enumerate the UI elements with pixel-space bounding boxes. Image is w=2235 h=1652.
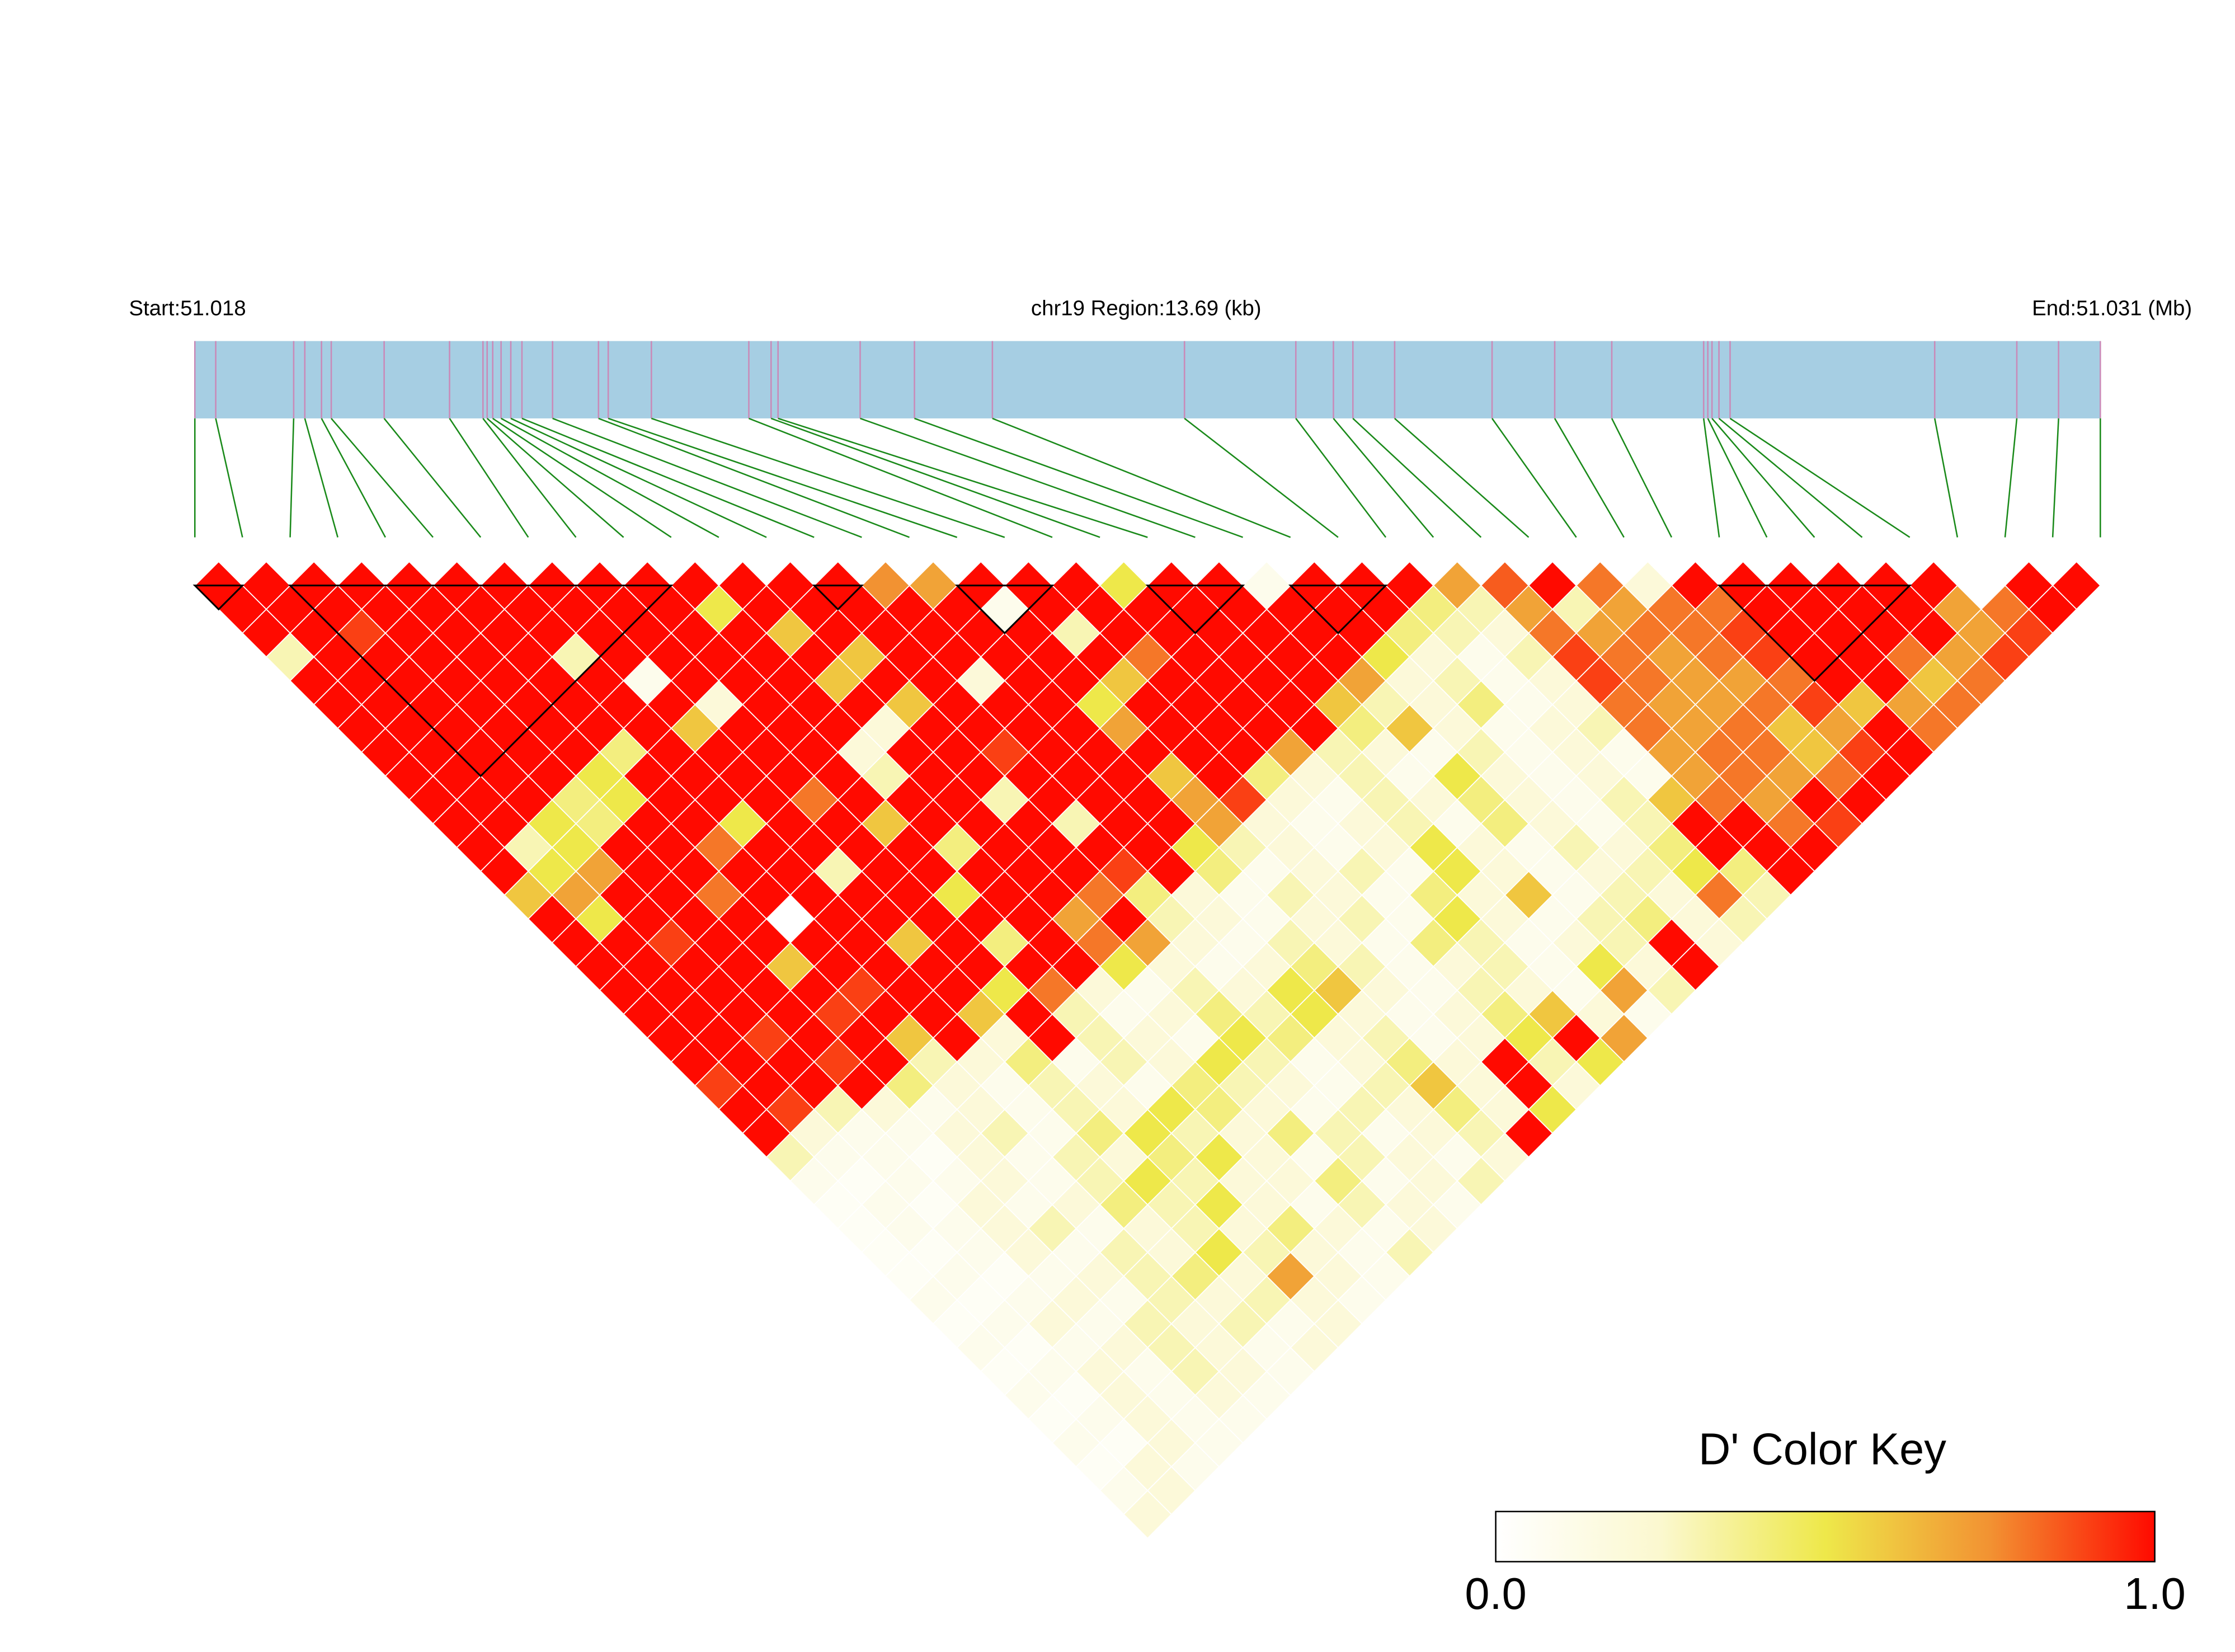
snp-connector xyxy=(770,417,1100,538)
snp-connector xyxy=(1611,418,1673,538)
region-bar xyxy=(195,341,2101,418)
snp-connector xyxy=(1491,418,1577,538)
snp-connector xyxy=(778,417,1148,538)
snp-connector xyxy=(492,417,672,538)
snp-connector xyxy=(1333,418,1434,538)
snp-connector xyxy=(383,418,482,538)
region-prefix: chr19 Region: xyxy=(1031,296,1165,321)
color-key-bar xyxy=(1495,1510,2156,1562)
ld-block xyxy=(812,585,864,611)
ld-block xyxy=(1145,585,1245,634)
snp-connector xyxy=(992,417,1291,538)
snp-connector xyxy=(1184,417,1339,538)
start-label: Start:51.018 xyxy=(129,296,246,321)
snp-connector xyxy=(482,418,577,538)
snp-connector xyxy=(1295,418,1387,538)
snp-connector xyxy=(914,417,1244,538)
region-label: chr19 Region:13.69 (kb) xyxy=(1031,296,1262,321)
color-key-label: 0.0 xyxy=(1465,1569,1526,1618)
snp-connector xyxy=(2004,418,2018,538)
snp-connector xyxy=(501,417,719,538)
region-size: 13.69 xyxy=(1165,296,1218,321)
snp-connector xyxy=(1718,417,1863,538)
snp-connector xyxy=(1711,418,1815,538)
snp-connector xyxy=(521,417,815,538)
ld-block xyxy=(954,585,1055,634)
snp-connector xyxy=(215,418,243,538)
snp-connector xyxy=(1933,418,1959,538)
snp-connector xyxy=(1554,418,1625,538)
snp-connector xyxy=(860,417,1196,538)
snp-connector xyxy=(321,418,387,538)
snp-connector xyxy=(552,417,862,538)
ld-cell xyxy=(1123,1490,1173,1539)
ld-block xyxy=(1288,585,1388,634)
snp-connector xyxy=(749,417,1053,538)
snp-connector xyxy=(486,417,624,538)
color-key-title: D' Color Key xyxy=(1698,1424,1946,1474)
snp-connector xyxy=(331,418,434,538)
ld-block xyxy=(192,585,245,611)
snp-connector xyxy=(304,418,338,538)
snp-connector xyxy=(1394,417,1530,538)
snp-connector xyxy=(608,417,958,538)
region-unit: (kb) xyxy=(1224,296,1261,321)
snp-connector xyxy=(449,418,529,538)
snp-connector xyxy=(2052,418,2059,538)
snp-connector xyxy=(1352,417,1482,538)
ld-block xyxy=(288,585,674,778)
snp-connector xyxy=(598,417,910,538)
snp-connector xyxy=(651,417,1005,538)
snp-connector xyxy=(289,418,295,538)
end-label: End:51.031 (Mb) xyxy=(2032,296,2192,321)
snp-connector xyxy=(1707,418,1768,538)
snp-connector xyxy=(1702,418,1720,538)
ld-block xyxy=(1717,585,1912,683)
snp-connector xyxy=(510,417,767,538)
snp-connector xyxy=(1729,417,1911,538)
color-key-label: 1.0 xyxy=(2124,1569,2185,1618)
